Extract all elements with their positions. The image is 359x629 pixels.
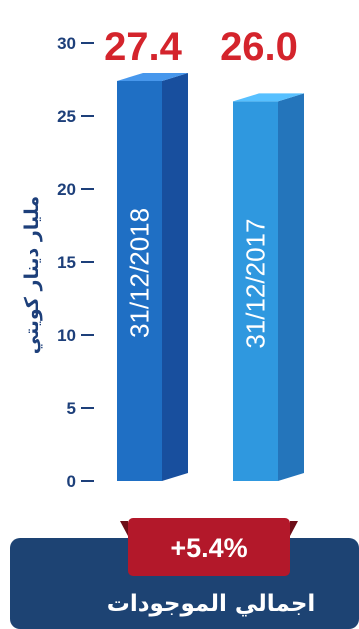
data-label: 26.0 xyxy=(220,25,298,69)
bar-2017-side xyxy=(278,93,304,482)
y-tick-label: 20 xyxy=(57,180,76,199)
data-label: 27.4 xyxy=(104,25,183,69)
change-badge xyxy=(128,518,290,576)
y-tick-label: 0 xyxy=(67,472,76,491)
bar-2018-side xyxy=(162,72,188,482)
ribbon-fold-right xyxy=(290,521,298,536)
y-tick-label: 15 xyxy=(57,253,76,272)
footer-banner: +5.4% اجمالي الموجودات xyxy=(10,518,359,629)
bar-2017: 31/12/2017 26.0 xyxy=(220,25,304,482)
category-label: 31/12/2018 xyxy=(125,208,155,338)
bar-2018: 31/12/2018 27.4 xyxy=(104,25,188,482)
footer-title: اجمالي الموجودات xyxy=(107,591,316,617)
y-tick-label: 10 xyxy=(57,326,76,345)
y-tick-label: 5 xyxy=(67,399,76,418)
bar-2018-top xyxy=(117,72,188,81)
y-tick-label: 25 xyxy=(57,107,76,126)
bar-2017-front xyxy=(233,101,278,482)
bars-group: 31/12/2018 27.4 31/12/2017 26.0 xyxy=(104,25,304,482)
y-tick-label: 30 xyxy=(57,34,76,53)
bar-2017-top xyxy=(233,93,304,102)
ribbon-fold-left xyxy=(120,521,128,536)
y-axis: 0 5 10 15 20 25 30 xyxy=(57,34,94,491)
category-label: 31/12/2017 xyxy=(241,219,271,349)
y-axis-label: مليار دينار كويتي xyxy=(21,196,43,354)
bar-2018-front xyxy=(117,80,162,482)
change-badge-text: +5.4% xyxy=(170,533,247,563)
